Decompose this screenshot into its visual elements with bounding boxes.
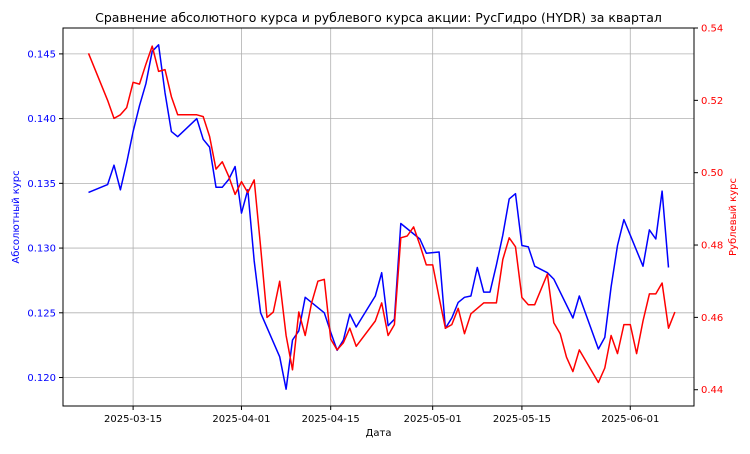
x-axis-label: Дата (366, 428, 392, 439)
left-axis: 0.120 0.125 0.130 0.135 0.140 0.145 (27, 49, 63, 384)
x-tick-label: 2025-06-01 (601, 414, 659, 425)
series-line-left (88, 44, 670, 390)
y-right-tick-label: 0.54 (701, 24, 723, 35)
y-right-tick-label: 0.48 (701, 241, 723, 252)
y-right-tick-label: 0.50 (701, 168, 723, 179)
y-right-tick-label: 0.46 (701, 313, 723, 324)
grid (63, 28, 694, 406)
right-axis: 0.44 0.46 0.48 0.50 0.52 0.54 (694, 24, 723, 396)
plot-area-frame (62, 27, 695, 407)
y-left-tick-label: 0.130 (27, 244, 56, 255)
y-left-tick-label: 0.125 (27, 308, 56, 319)
y-left-tick-label: 0.145 (27, 49, 56, 60)
x-tick-label: 2025-04-01 (212, 414, 270, 425)
x-axis: 2025-03-15 2025-04-01 2025-04-15 2025-05-01… (104, 406, 659, 425)
y-left-tick-label: 0.120 (27, 373, 56, 384)
y-right-tick-label: 0.44 (701, 385, 723, 396)
y-left-tick-label: 0.135 (27, 179, 56, 190)
x-tick-label: 2025-05-01 (404, 414, 462, 425)
x-tick-label: 2025-04-15 (302, 414, 360, 425)
chart-title: Сравнение абсолютного курса и рублевого … (95, 10, 662, 25)
y-axis-right-label: Рублевый курс (728, 178, 739, 256)
x-tick-label: 2025-03-15 (104, 414, 162, 425)
series-layer (87, 44, 676, 390)
y-axis-left-label: Абсолютный курс (11, 170, 22, 263)
y-right-tick-label: 0.52 (701, 96, 723, 107)
series-line-right (87, 45, 676, 384)
y-left-tick-label: 0.140 (27, 114, 56, 125)
x-tick-label: 2025-05-15 (493, 414, 551, 425)
